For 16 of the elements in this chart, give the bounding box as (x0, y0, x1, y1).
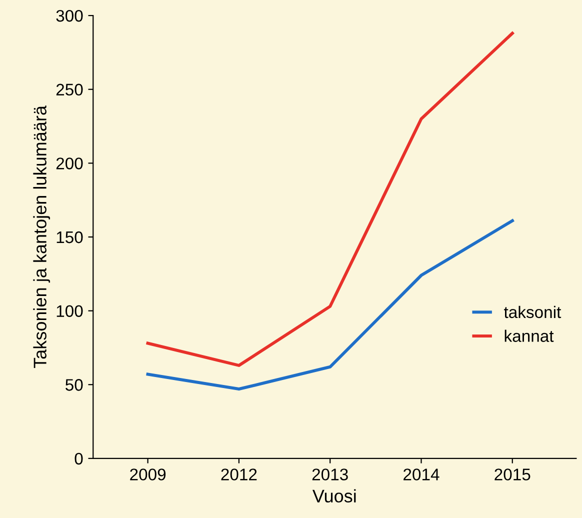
y-tick-label: 250 (56, 84, 83, 96)
y-axis-title: Taksonien ja kantojen lukumäärä (33, 105, 50, 368)
y-tick-label: 200 (56, 158, 83, 170)
y-tick-label: 100 (56, 305, 83, 318)
y-tick-label: 0 (74, 452, 83, 465)
y-tick-label: 300 (56, 10, 83, 22)
x-axis-title: Vuosi (312, 489, 356, 503)
x-tick-label: 2013 (312, 468, 348, 480)
legend-label: taksonit (504, 306, 562, 318)
y-tick-label: 50 (66, 379, 83, 391)
x-tick-label: 2012 (221, 468, 257, 480)
legend-label: kannat (504, 330, 554, 342)
x-tick-label: 2009 (130, 468, 166, 480)
x-tick-label: 2014 (404, 468, 440, 480)
y-tick-label: 150 (56, 231, 83, 244)
x-tick-label: 2015 (494, 468, 530, 480)
